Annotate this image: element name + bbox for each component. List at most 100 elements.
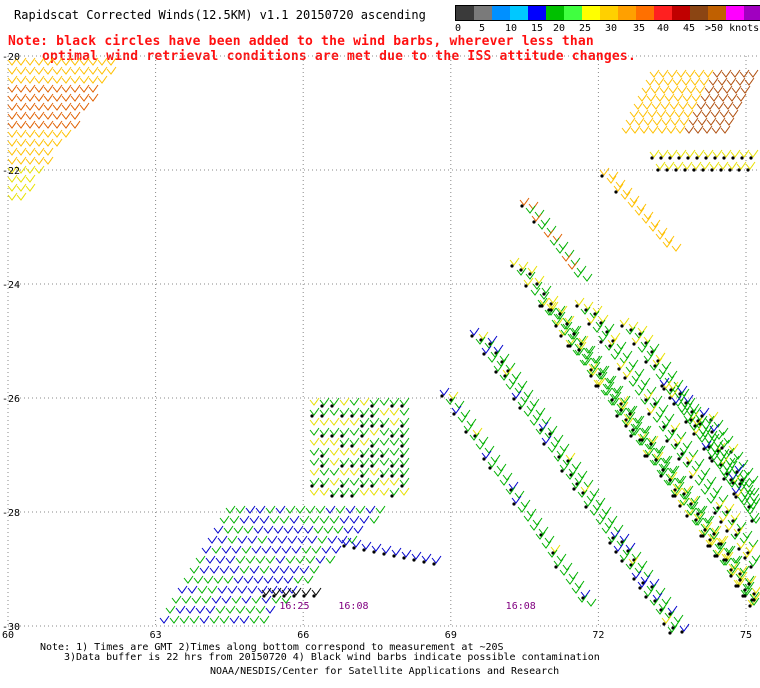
wind-barb [207, 535, 218, 544]
contamination-dot [654, 458, 658, 462]
wind-barb [583, 479, 594, 488]
contamination-dot [665, 439, 669, 443]
wind-barb [713, 458, 724, 467]
wind-barb [207, 585, 218, 594]
wind-barb [399, 447, 410, 456]
contamination-dot [370, 444, 374, 448]
wind-barb [517, 399, 528, 408]
wind-barb [699, 77, 710, 86]
contamination-dot [713, 156, 717, 160]
wind-barb [606, 175, 617, 184]
wind-barb [535, 531, 546, 540]
wind-barb [739, 565, 750, 574]
wind-barb [16, 84, 27, 93]
wind-barb [712, 504, 723, 513]
contamination-dot [422, 560, 426, 564]
scale-swatch [744, 6, 760, 20]
wind-barb [571, 325, 582, 334]
scale-label: 40 [657, 23, 670, 34]
wind-barb [685, 149, 696, 158]
wind-barb [329, 467, 340, 476]
wind-barb [641, 215, 652, 224]
wind-barb [487, 459, 498, 468]
contamination-dot [665, 168, 669, 172]
wind-barb [211, 595, 222, 604]
contamination-dot [683, 168, 687, 172]
wind-barb [43, 66, 54, 75]
contamination-dot [624, 424, 628, 428]
wind-barb [537, 297, 548, 306]
wind-barb [607, 515, 618, 524]
contamination-dot [686, 156, 690, 160]
wind-barb [728, 443, 739, 452]
wind-barb [329, 407, 340, 416]
wind-barb [25, 174, 36, 183]
wind-barb [744, 575, 755, 584]
wind-barb [560, 327, 571, 336]
contamination-dot [380, 474, 384, 478]
wind-barb [295, 555, 306, 564]
contamination-dot [320, 414, 324, 418]
contamination-dot [649, 442, 653, 446]
wind-barb [721, 149, 732, 158]
wind-barb [598, 314, 609, 323]
contamination-dot [650, 156, 654, 160]
contamination-dot [725, 529, 729, 533]
wind-barb [454, 400, 465, 409]
wind-barb [339, 407, 350, 416]
wind-barb [369, 467, 380, 476]
wind-barb [632, 415, 643, 424]
contamination-dot [674, 168, 678, 172]
wind-barb [329, 427, 340, 436]
wind-barb [723, 551, 734, 560]
wind-barb [349, 427, 360, 436]
wind-barb [595, 371, 606, 380]
wind-barb [379, 457, 390, 466]
wind-barb [329, 437, 340, 446]
scale-swatch [492, 6, 510, 20]
wind-barb [7, 66, 18, 75]
wind-barb [221, 545, 232, 554]
wind-barb [667, 370, 678, 379]
contamination-dot [672, 402, 676, 406]
lon-label: 75 [740, 630, 752, 640]
wind-barb [637, 382, 648, 391]
wind-barb [179, 615, 190, 624]
contamination-dot [370, 454, 374, 458]
wind-barb [34, 165, 45, 174]
wind-barb [662, 239, 673, 248]
contamination-dot [370, 484, 374, 488]
wind-barb [676, 431, 687, 440]
wind-barb [625, 364, 636, 373]
wind-barb [70, 93, 81, 102]
wind-barb [709, 490, 720, 499]
wind-barb [571, 480, 582, 489]
contamination-dot [677, 156, 681, 160]
contamination-dot [746, 168, 750, 172]
contamination-dot [282, 594, 286, 598]
wind-barb [365, 505, 376, 514]
wind-barb [7, 84, 18, 93]
wind-barb [610, 351, 621, 360]
wind-barb [643, 117, 654, 126]
wind-barb [229, 515, 240, 524]
wind-barb [679, 117, 690, 126]
wind-barb [517, 380, 528, 389]
wind-barb [676, 69, 687, 78]
wind-barb [676, 475, 687, 484]
wind-barb [548, 295, 559, 304]
wind-barb [670, 441, 681, 450]
wind-barb [631, 551, 642, 560]
wind-barb [16, 165, 27, 174]
contamination-dot [685, 514, 689, 518]
scale-label: 5 [479, 23, 486, 34]
wind-barb [247, 585, 258, 594]
wind-barb [333, 525, 344, 534]
wind-barb [219, 515, 230, 524]
wind-barb [349, 457, 360, 466]
contamination-dot [684, 420, 688, 424]
wind-barb [666, 125, 677, 134]
wind-barb [199, 615, 210, 624]
wind-barb [718, 161, 729, 170]
wind-barb [7, 129, 18, 138]
